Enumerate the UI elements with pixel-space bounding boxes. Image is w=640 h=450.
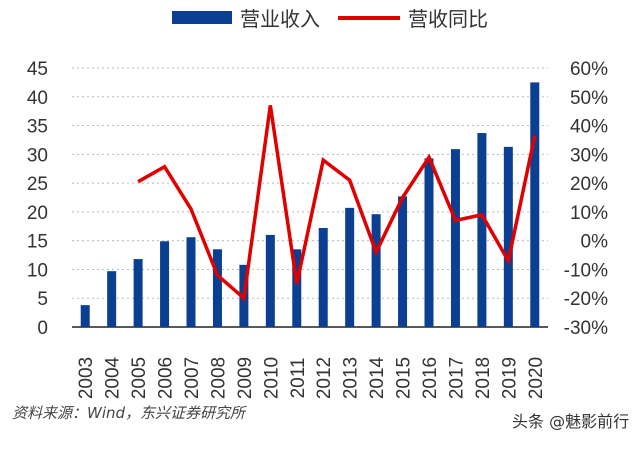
bar-2017 [451,149,460,327]
legend-label-bar: 营业收入 [240,7,320,31]
x-tick-label: 2003 [76,357,97,399]
bar-2004 [107,271,116,327]
x-tick-label: 2012 [314,357,335,399]
watermark: 头条 @魅影前行 [512,412,629,431]
bar-2015 [398,196,407,327]
right-tick-label: 40% [570,117,608,138]
x-tick-label: 2018 [473,357,494,399]
x-tick-label: 2009 [235,357,256,399]
legend-label-line: 营收同比 [408,7,488,31]
bar-2005 [134,259,143,327]
left-tick-label: 5 [37,289,48,310]
x-tick-label: 2008 [208,357,229,399]
x-tick-label: 2011 [288,358,309,399]
legend-swatch-bar [172,11,232,24]
bar-2018 [477,133,486,327]
bar-2008 [213,249,222,327]
source-note: 资料来源：Wind，东兴证券研究所 [12,404,247,422]
bar-2014 [372,214,381,327]
bar-2007 [187,237,196,327]
bar-2010 [266,235,275,327]
bar-2003 [81,305,90,327]
right-tick-label: -30% [564,318,608,339]
x-tick-label: 2006 [156,357,177,399]
legend: 营业收入 营收同比 [172,7,488,31]
bar-2012 [319,228,328,327]
left-tick-label: 10 [27,260,48,281]
left-tick-label: 45 [27,59,48,80]
x-tick-label: 2013 [341,357,362,399]
x-tick-label: 2017 [446,357,467,399]
x-tick-label: 2016 [420,357,441,399]
bar-2016 [425,158,434,327]
bar-2006 [160,241,169,327]
right-tick-label: 50% [570,88,608,109]
bar-2020 [530,82,539,327]
right-tick-label: 60% [570,59,608,80]
x-tick-label: 2005 [129,357,150,399]
x-tick-label: 2020 [526,357,547,399]
x-tick-label: 2015 [394,357,415,399]
right-tick-label: 10% [570,203,608,224]
right-tick-label: -10% [564,260,608,281]
x-tick-label: 2014 [367,356,388,399]
x-tick-label: 2010 [261,357,282,399]
right-tick-label: 30% [570,145,608,166]
right-tick-label: 0% [581,232,609,253]
x-tick-label: 2019 [499,357,520,399]
left-tick-label: 40 [27,88,48,109]
left-tick-label: 20 [27,203,48,224]
left-tick-label: 15 [27,232,48,253]
left-tick-label: 30 [27,145,48,166]
bar-2019 [504,147,513,327]
bar-2013 [345,208,354,327]
right-tick-label: 20% [570,174,608,195]
right-tick-label: -20% [564,289,608,310]
left-tick-label: 0 [37,318,48,339]
x-tick-label: 2004 [103,356,124,399]
left-tick-label: 25 [27,174,48,195]
x-tick-label: 2007 [182,357,203,399]
left-tick-label: 35 [27,117,48,138]
